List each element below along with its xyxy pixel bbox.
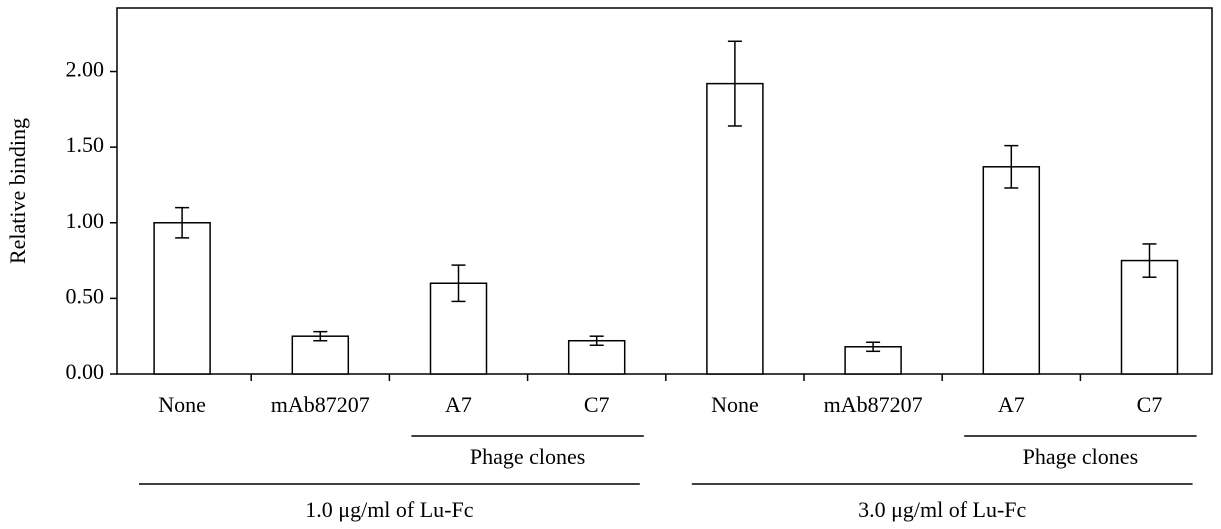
bar	[153, 222, 211, 375]
bar	[706, 82, 764, 375]
bar	[291, 335, 350, 375]
bar	[429, 282, 488, 375]
error-bar	[1142, 243, 1157, 278]
y-tick-label: 2.00	[66, 57, 105, 82]
y-tick-label: 0.50	[66, 283, 105, 308]
error-bar	[313, 330, 328, 342]
error-bar	[727, 40, 742, 127]
y-tick-label: 0.00	[66, 359, 105, 384]
x-tick-label: C7	[584, 392, 610, 417]
error-bar	[175, 206, 190, 239]
error-bar	[589, 335, 604, 347]
bar	[567, 339, 626, 375]
x-tick-label: None	[711, 392, 759, 417]
x-tick-label: mAb87207	[824, 392, 923, 417]
subgroup-label: Phage clones	[470, 444, 585, 469]
plot-frame	[116, 7, 1213, 375]
y-tick-label: 1.00	[66, 208, 105, 233]
x-tick-label: mAb87207	[271, 392, 370, 417]
y-axis-label: Relative binding	[5, 118, 30, 264]
group-label: 1.0 μg/ml of Lu-Fc	[305, 497, 473, 522]
error-bar	[866, 341, 881, 353]
y-tick-label: 1.50	[66, 132, 105, 157]
bar	[982, 166, 1041, 375]
error-bar	[451, 264, 466, 303]
error-bar	[1004, 144, 1019, 189]
x-tick-label: A7	[998, 392, 1025, 417]
bar	[1120, 259, 1179, 375]
x-tick-label: A7	[445, 392, 472, 417]
group-label: 3.0 μg/ml of Lu-Fc	[858, 497, 1026, 522]
x-tick-label: None	[158, 392, 206, 417]
subgroup-label: Phage clones	[1023, 444, 1138, 469]
x-tick-label: C7	[1137, 392, 1163, 417]
